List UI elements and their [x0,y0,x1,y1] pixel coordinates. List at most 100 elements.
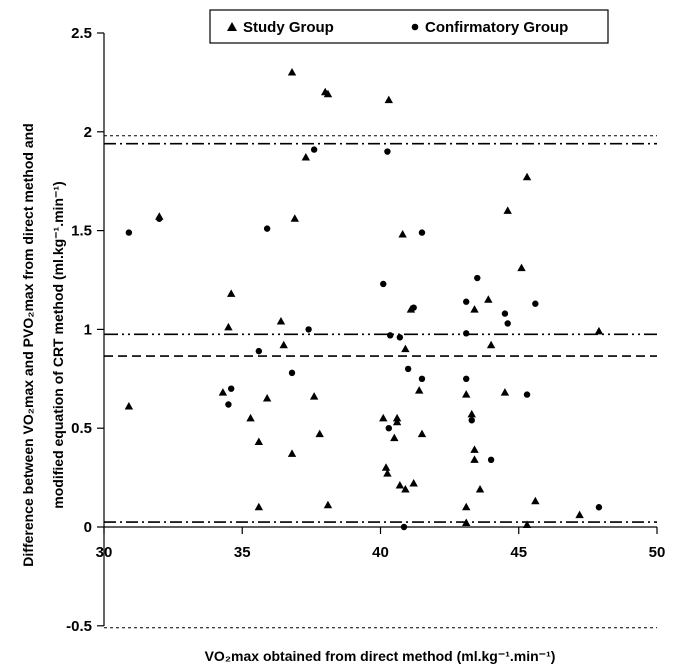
study-group-point [470,305,479,313]
study-group-point [594,326,604,335]
study-group-point [486,340,496,349]
confirmatory-group-point [523,391,531,398]
y-tick-label: -0.5 [66,618,92,635]
study-group-point [470,445,479,453]
confirmatory-group-point [225,401,232,408]
study-group-point [262,394,272,402]
study-group-point [522,520,532,529]
study-group-point [392,417,402,426]
confirmatory-group-point [463,298,470,305]
study-group-point [392,413,402,422]
study-group-point [522,172,532,181]
study-group-point [401,484,410,493]
study-group-point [462,390,471,398]
confirmatory-group-point [418,229,426,236]
y-tick-5: 2 [84,124,104,141]
study-group-point [531,496,540,505]
study-group-point [254,437,264,446]
study-group-point [417,429,427,438]
y-axis-label-line-2: modified equation of CRT method (ml.kg⁻¹… [50,181,66,508]
confirmatory-group-point [125,229,133,236]
legend-confirmatory-group: Confirmatory Group [425,19,568,36]
study-group-point [409,479,418,487]
y-tick-6: 2.5 [71,25,104,42]
study-group-point [290,214,299,222]
study-group-point [517,263,526,272]
y-tick-3: 1 [84,321,104,338]
study-group-point [323,500,333,509]
study-group-point [379,413,388,422]
legend: Study Group Confirmatory Group [209,9,609,44]
confirmatory-group-point [595,504,603,511]
study-group-point [301,152,311,161]
confirmatory-group-point [386,332,394,339]
y-tick-label: 2 [84,124,92,141]
study-group-point [503,206,512,214]
y-tick-label: 0.5 [71,420,92,437]
x-tick-label: 45 [510,544,527,561]
study-group-point [287,68,297,76]
legend-circle-marker [411,23,419,31]
confirmatory-group-point [463,375,470,382]
legend-triangle-marker [227,22,237,31]
confirmatory-group-point [255,347,263,355]
study-group-point [467,409,476,418]
confirmatory-group-point [501,310,509,317]
confirmatory-group-point [156,215,163,222]
x-tick-2: 40 [372,527,389,561]
study-group-point [415,386,424,394]
confirmatory-group-point [305,326,312,333]
study-group-point [287,449,297,457]
y-tick-label: 2.5 [71,25,92,42]
y-ticks: -0.5 0 0.5 1 1.5 2 2.5 [66,25,104,635]
study-group-point [315,429,324,438]
confirmatory-group-point [396,334,404,341]
study-group-point [279,340,288,349]
x-tick-label: 50 [649,544,666,561]
x-tick-label: 35 [234,544,251,561]
y-tick-0: -0.5 [66,618,104,635]
confirmatory-group-point [227,385,235,392]
study-group-point [323,89,333,98]
y-axis-label: Difference between VO₂max and PVO₂max fr… [20,123,66,566]
study-group-point [500,388,510,396]
reference-lines [104,135,657,629]
study-group-point [398,230,407,238]
y-axis-label-line-1: Difference between VO₂max and PVO₂max fr… [20,123,36,566]
confirmatory-group-point [487,456,495,464]
confirmatory-group-point [410,304,417,311]
study-group-point [484,295,493,303]
study-group-point [384,95,393,104]
x-tick-label: 40 [372,544,389,561]
study-group-point [224,322,233,331]
study-group-point [395,481,405,489]
axes [103,33,657,626]
confirmatory-group-point [504,320,511,327]
confirmatory-group-point [288,369,296,377]
confirmatory-group-point [468,417,475,424]
x-tick-3: 45 [510,527,527,561]
confirmatory-group-point [380,280,387,288]
confirmatory-group-point [310,146,318,153]
study-group-point [124,401,134,410]
confirmatory-group-point [404,365,412,373]
x-axis-label: VO₂max obtained from direct method (ml.k… [205,648,556,664]
legend-study-group: Study Group [243,19,334,36]
study-group-point [226,289,236,297]
study-group-point [470,455,479,463]
study-group-point [246,413,255,422]
study-group-point [254,502,264,511]
y-tick-2: 0.5 [71,420,104,437]
study-group-point [218,388,228,396]
confirmatory-group-point [263,225,271,232]
x-tick-0: 30 [96,527,112,561]
study-group-point [475,484,485,493]
legend-box [209,9,609,44]
confirmatory-group-point [385,425,392,432]
study-group-point [309,392,319,400]
confirmatory-group-point [474,274,481,282]
confirmatory-group-point [418,375,426,382]
x-ticks: 30 35 40 45 50 [96,527,666,561]
study-group-point [276,316,286,325]
